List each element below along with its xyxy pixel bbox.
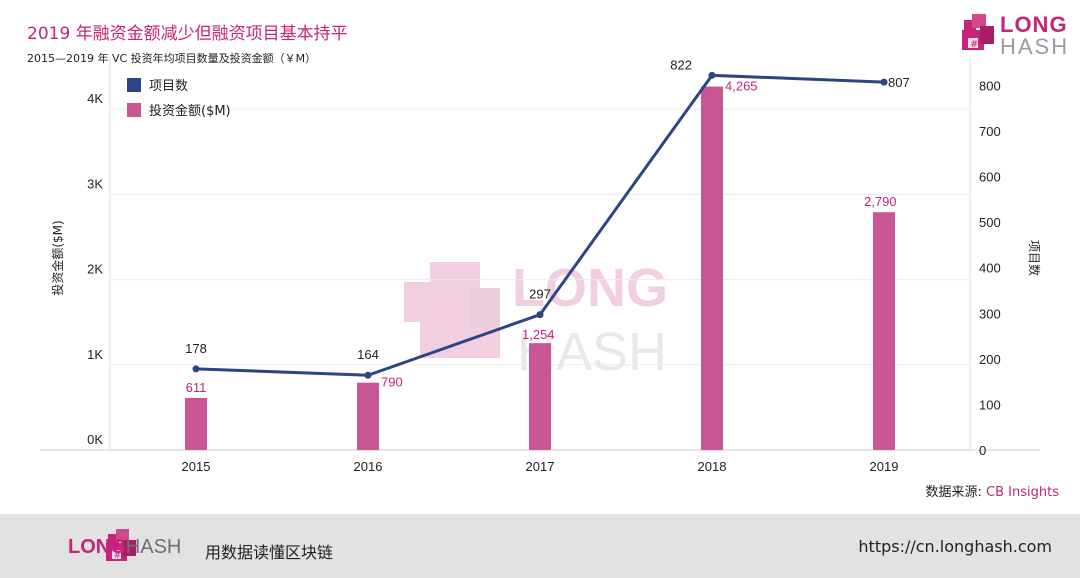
x-tick-label: 2016 bbox=[354, 459, 383, 474]
left-tick-label: 4K bbox=[87, 91, 103, 106]
footer-brand-hash: HASH bbox=[125, 536, 182, 558]
line-point bbox=[364, 371, 372, 379]
left-axis: 0K 1K 2K 3K 4K bbox=[87, 91, 103, 447]
x-tick-label: 2019 bbox=[870, 459, 899, 474]
line-value-label: 297 bbox=[529, 287, 551, 302]
watermark-long-text: LONG bbox=[512, 258, 668, 318]
bar bbox=[873, 212, 895, 450]
line-series: 178 164 297 822 807 bbox=[185, 57, 910, 379]
chart-legend: 项目数 投资金额($M) bbox=[127, 78, 231, 119]
longhash-mascot-icon: # bbox=[106, 529, 136, 561]
right-tick-label: 600 bbox=[979, 170, 1001, 185]
footer-brand-long: LONG bbox=[68, 536, 126, 558]
left-tick-label: 1K bbox=[87, 347, 103, 362]
left-tick-label: 3K bbox=[87, 176, 103, 191]
x-tick-label: 2018 bbox=[698, 459, 727, 474]
line-point bbox=[192, 365, 200, 373]
right-tick-label: 500 bbox=[979, 215, 1001, 230]
right-tick-label: 200 bbox=[979, 352, 1001, 367]
bar-value-label: 790 bbox=[381, 375, 403, 390]
footer-bar: # LONGHASH 用数据读懂区块链 https://cn.longhash.… bbox=[0, 514, 1080, 578]
right-axis: 0 100 200 300 400 500 600 700 800 bbox=[979, 78, 1001, 458]
chart-title: 2019 年融资金额减少但融资项目基本持平 bbox=[27, 24, 348, 44]
x-tick-label: 2015 bbox=[182, 459, 211, 474]
line-value-label: 178 bbox=[185, 341, 207, 356]
x-tick-label: 2017 bbox=[526, 459, 555, 474]
source-label: 数据来源: bbox=[925, 485, 982, 500]
bar bbox=[185, 397, 207, 450]
logo-long-text: LONG bbox=[1000, 12, 1068, 37]
bar bbox=[701, 86, 723, 451]
footer-brand: LONGHASH bbox=[68, 536, 181, 559]
logo-hash-text: HASH bbox=[1000, 34, 1070, 59]
line-point bbox=[880, 78, 888, 86]
footer-url-link[interactable]: https://cn.longhash.com bbox=[858, 537, 1052, 556]
line-value-label: 164 bbox=[357, 347, 379, 362]
longhash-logo: # LONG HASH bbox=[960, 12, 1070, 59]
right-axis-title: 项目数 bbox=[1027, 240, 1042, 276]
bar-value-label: 4,265 bbox=[725, 79, 758, 94]
right-tick-label: 300 bbox=[979, 306, 1001, 321]
chart-grid bbox=[40, 58, 1040, 451]
right-tick-label: 0 bbox=[979, 443, 986, 458]
left-tick-label: 0K bbox=[87, 432, 103, 447]
x-axis: 2015 2016 2017 2018 2019 bbox=[182, 459, 899, 474]
line-point bbox=[708, 71, 716, 79]
line-value-label: 822 bbox=[670, 57, 692, 72]
legend-swatch-line bbox=[127, 78, 141, 92]
svg-text:#: # bbox=[970, 39, 978, 50]
combo-chart: LONG HASH 0K 1K 2K 3K 4K 0 100 200 300 400 500 600… bbox=[40, 57, 1042, 474]
bar-value-label: 1,254 bbox=[522, 327, 555, 342]
left-tick-label: 2K bbox=[87, 262, 103, 277]
line-value-label: 807 bbox=[888, 75, 910, 90]
line-point bbox=[536, 311, 544, 319]
right-tick-label: 100 bbox=[979, 397, 1001, 412]
right-tick-label: 700 bbox=[979, 124, 1001, 139]
bar bbox=[529, 343, 551, 450]
legend-label-line: 项目数 bbox=[149, 79, 188, 94]
legend-swatch-bar bbox=[127, 103, 141, 117]
source-value[interactable]: CB Insights bbox=[986, 485, 1059, 500]
bar-value-label: 611 bbox=[186, 380, 207, 395]
left-axis-title: 投资金额($M) bbox=[50, 220, 65, 295]
longhash-watermark: LONG HASH bbox=[404, 258, 668, 382]
footer-slogan: 用数据读懂区块链 bbox=[205, 543, 334, 562]
data-source: 数据来源: CB Insights bbox=[926, 481, 1059, 500]
svg-text:#: # bbox=[114, 551, 122, 561]
right-tick-label: 800 bbox=[979, 78, 1001, 93]
bar bbox=[357, 382, 379, 450]
longhash-mascot-icon: # bbox=[962, 14, 994, 50]
bar-value-label: 2,790 bbox=[864, 194, 897, 209]
legend-label-bar: 投资金额($M) bbox=[149, 103, 231, 119]
bar-series: 611 790 1,254 4,265 2,790 bbox=[185, 79, 897, 451]
chart-subtitle: 2015—2019 年 VC 投资年均项目数量及投资金额（￥M） bbox=[27, 52, 317, 65]
right-tick-label: 400 bbox=[979, 261, 1001, 276]
